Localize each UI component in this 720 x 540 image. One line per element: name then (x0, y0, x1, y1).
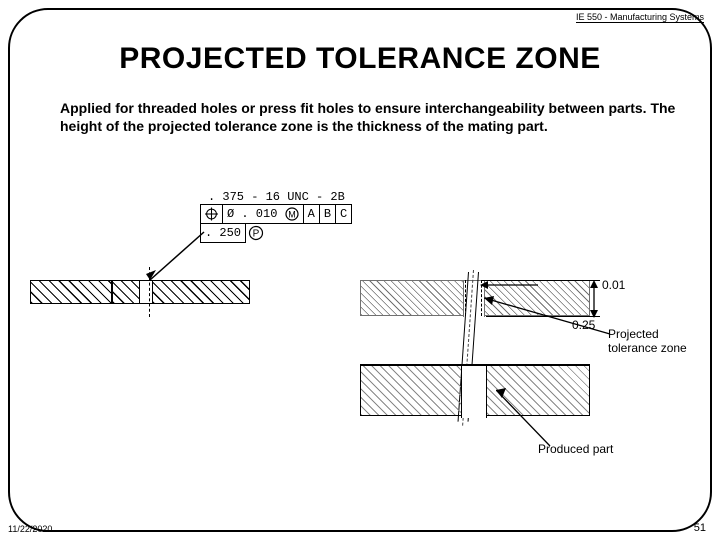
footer-date: 11/22/2020 (8, 524, 52, 534)
projected-zone-row: . 250 P (200, 223, 352, 243)
ptz-height-value: . 250 (200, 223, 246, 243)
footer-page: 51 (694, 522, 706, 534)
fcf-tolerance: Ø . 010 M (223, 205, 304, 223)
thread-spec: . 375 - 16 UNC - 2B (208, 190, 352, 204)
fcf-datum-c: C (336, 205, 351, 223)
xsection-panel (153, 281, 249, 303)
ptz-symbol-icon: P (246, 223, 266, 243)
part-label: Produced part (538, 442, 613, 456)
dim-tol-value: 0.01 (602, 278, 625, 292)
xsection-panel (113, 281, 139, 303)
true-position-icon (201, 205, 223, 223)
svg-text:P: P (253, 228, 260, 239)
course-header: IE 550 - Manufacturing Systems (576, 12, 704, 22)
course-header-text: IE 550 - Manufacturing Systems (576, 12, 704, 23)
ext-line (482, 280, 600, 281)
gdtol-callout: . 375 - 16 UNC - 2B Ø . 010 M A B C . 25… (200, 190, 352, 243)
fcf-datum-a: A (304, 205, 320, 223)
tol-zone-edge (465, 280, 466, 316)
fcf-datum-b: B (320, 205, 336, 223)
xsection-panel (31, 281, 111, 303)
description: Applied for threaded holes or press fit … (60, 100, 704, 135)
xsection-hole (139, 281, 153, 303)
cross-section-strip (30, 280, 250, 304)
centerline-icon (149, 267, 150, 317)
projected-zone-figure: 0.01 0.25 Projected tolerance zone Produ… (360, 280, 690, 480)
zone-label-leader (484, 294, 614, 344)
zone-label: Projected tolerance zone (608, 328, 698, 356)
dim-tol-width (480, 276, 600, 294)
feature-control-frame: Ø . 010 M A B C (200, 204, 352, 224)
svg-text:M: M (288, 210, 296, 220)
page-title: PROJECTED TOLERANCE ZONE (0, 42, 720, 76)
produced-hole (461, 366, 487, 418)
mmc-icon: M (285, 207, 299, 221)
fcf-tol-value: Ø . 010 (227, 207, 277, 221)
